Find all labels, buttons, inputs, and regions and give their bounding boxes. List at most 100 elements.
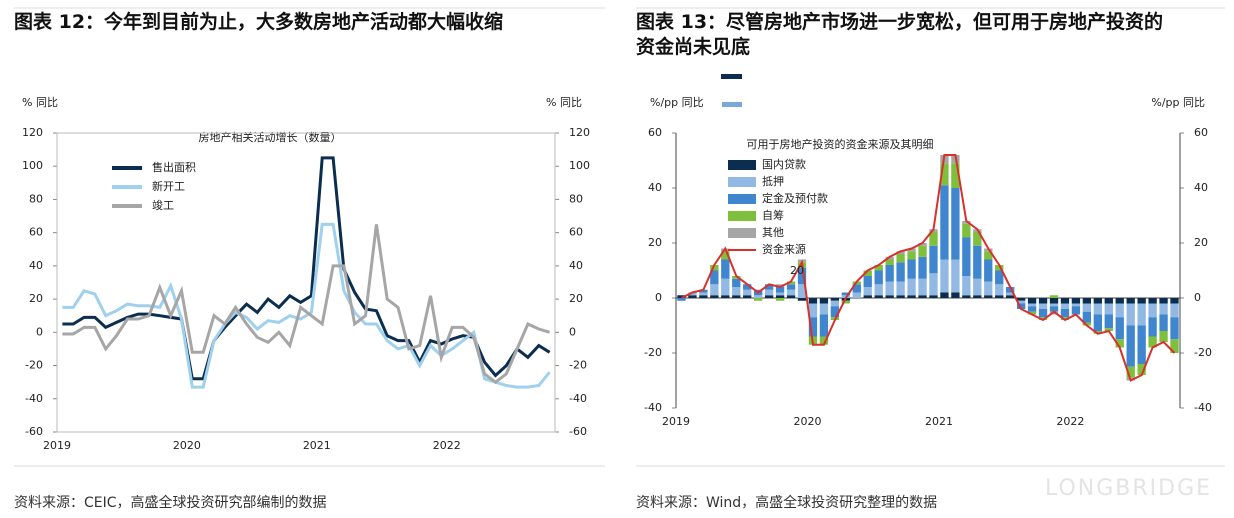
bar-segment (710, 295, 719, 298)
bar-segment (1159, 314, 1168, 331)
bar-segment (1006, 295, 1015, 298)
bar-segment (1038, 317, 1048, 320)
bar-segment (830, 298, 840, 301)
bar-segment (874, 265, 883, 271)
bar-segment (951, 259, 960, 293)
bar-segment (1082, 303, 1092, 312)
y-tick-label: -20 (25, 359, 43, 372)
y-tick-label: 80 (29, 192, 43, 205)
bar-segment (732, 295, 741, 298)
bar-segment (819, 303, 829, 315)
bar-segment (1126, 298, 1135, 304)
bar-segment (819, 314, 829, 337)
legend-swatch (728, 228, 756, 238)
legend-label: 其他 (762, 226, 784, 239)
bar-segment (863, 295, 872, 298)
bar-segment (929, 295, 938, 298)
bar-segment (841, 300, 850, 304)
bar-segment (852, 292, 861, 298)
y-tick-label: -40 (25, 392, 43, 405)
bar-segment (808, 317, 818, 337)
bar-segment (1049, 311, 1059, 315)
bar-segment (1027, 306, 1037, 312)
bar-segment (940, 259, 949, 293)
bar-segment (1038, 309, 1048, 318)
bar-segment (1126, 366, 1135, 378)
bar-segment (896, 254, 905, 263)
bar-segment (808, 303, 818, 318)
watermark: LONGBRIDGE (1045, 476, 1213, 501)
bar-segment (721, 295, 730, 298)
bar-segment (1093, 303, 1102, 315)
legend-label: 抵押 (762, 174, 784, 188)
x-tick-label: 2019 (662, 415, 690, 428)
y2-tick-label: -60 (569, 425, 587, 438)
bar-segment (732, 287, 741, 296)
bar-segment (918, 245, 927, 257)
y2-tick-label: 100 (569, 159, 590, 172)
bar-segment (1027, 311, 1037, 315)
bar-segment (874, 284, 883, 296)
bar-segment (1027, 303, 1037, 307)
plot-frame (56, 132, 556, 433)
bar-segment (786, 289, 796, 296)
bar-segment (1016, 300, 1026, 304)
bar-segment (754, 298, 763, 301)
bar-segment (743, 289, 752, 296)
bar-segment (1115, 339, 1124, 348)
y-tick-label: -40 (644, 401, 662, 414)
source-note: 资料来源：CEIC，高盛全球投资研究部编制的数据 (14, 495, 327, 511)
y-tick-label: 40 (648, 181, 662, 194)
bar-segment (721, 278, 730, 296)
bar-segment (885, 256, 894, 260)
bar-segment (732, 276, 741, 279)
bar-segment (995, 270, 1004, 285)
bar-segment (1038, 298, 1048, 304)
bar-segment (699, 292, 708, 296)
bar-segment (874, 270, 883, 285)
bar-segment (984, 281, 993, 296)
bar-segment (677, 298, 686, 301)
bar-segment (918, 295, 927, 298)
bar-segment (710, 265, 719, 271)
bar-segment (688, 295, 697, 298)
axis-label: % 同比 (546, 96, 582, 109)
bar-segment (732, 278, 741, 287)
bar-segment (775, 287, 785, 293)
bar-segment (1104, 314, 1113, 329)
bar-segment (1104, 298, 1113, 304)
bar-segment (918, 278, 927, 296)
bar-segment (918, 243, 927, 246)
bar-segment (896, 262, 905, 282)
legend-swatch (728, 211, 756, 221)
y2-tick-label: 40 (569, 259, 583, 272)
bar-segment (830, 300, 840, 307)
bar-segment (929, 273, 938, 296)
y-tick-label: 0 (655, 291, 662, 304)
x-tick-label: 2022 (1056, 415, 1084, 428)
data-line (62, 224, 551, 385)
bar-segment (1049, 306, 1059, 312)
bar-segment (819, 298, 829, 304)
bar-segment (995, 265, 1004, 271)
bar-segment (1006, 287, 1015, 293)
x-tick-label: 2022 (433, 439, 461, 452)
bar-segment (775, 298, 785, 301)
y2-tick-label: 60 (569, 226, 583, 239)
bar-segment (1071, 303, 1081, 307)
bar-segment (1170, 339, 1179, 353)
y-tick-label: 100 (22, 159, 43, 172)
y2-tick-label: -20 (569, 359, 587, 372)
bar-segment (940, 163, 949, 186)
y-tick-label: 120 (22, 126, 43, 139)
data-line (62, 222, 551, 389)
bar-segment (929, 245, 938, 274)
bar-segment (885, 265, 894, 282)
legend-artifact (722, 102, 742, 107)
bar-segment (710, 284, 719, 296)
y2-tick-label: 20 (569, 292, 583, 305)
legend-label: 资金来源 (762, 242, 806, 256)
y2-tick-label: 120 (569, 126, 590, 139)
bar-segment (918, 256, 927, 279)
